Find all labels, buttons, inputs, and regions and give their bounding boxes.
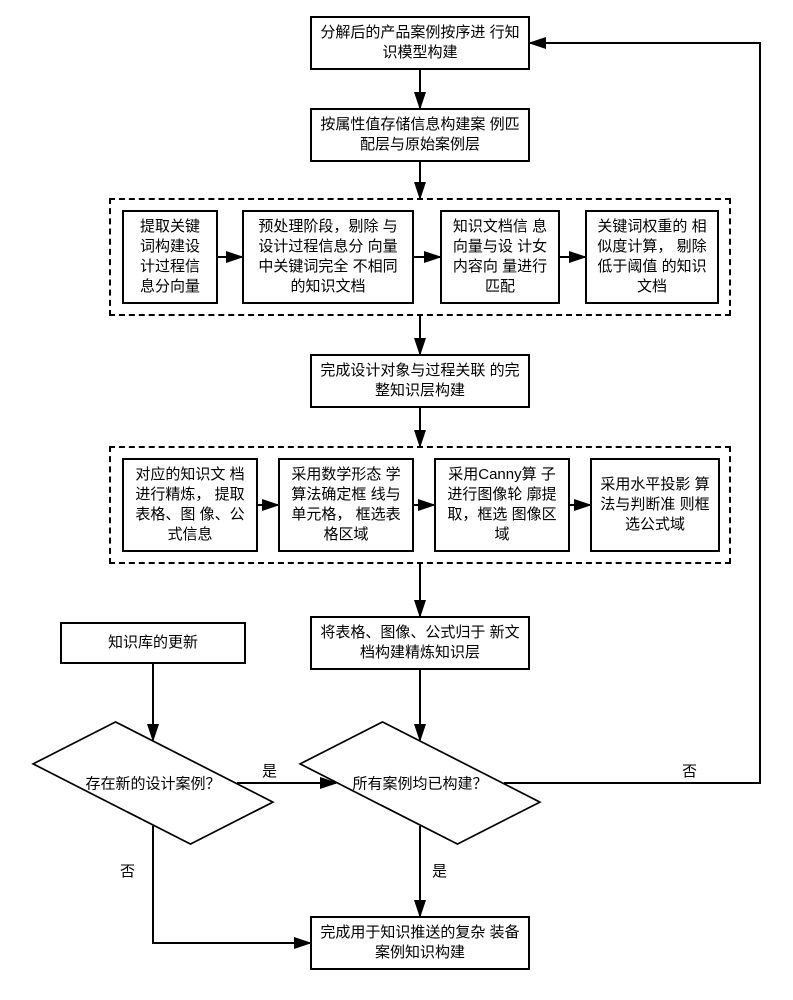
node-g2d: 采用水平投影 算法与判断准 则框选公式域 xyxy=(590,458,720,552)
node-n1: 分解后的产品案例按序进 行知识模型构建 xyxy=(310,16,530,70)
decision-d2: 所有案例均已构建？ xyxy=(335,738,505,828)
node-n2: 按属性值存储信息构建案 例匹配层与原始案例层 xyxy=(310,108,530,162)
node-g1b-text: 预处理阶段，剔除 与设计过程信息分 向量中关键词完全 不相同的知识文档 xyxy=(252,217,404,298)
label-d2-yes: 是 xyxy=(430,860,449,881)
decision-d1: 存在新的设计案例？ xyxy=(68,738,238,828)
decision-d1-text: 存在新的设计案例？ xyxy=(68,773,238,794)
node-g1c: 知识文档信 息向量与设 计女内容向 量进行匹配 xyxy=(440,210,560,304)
node-g1d-text: 关键词权重的 相似度计算， 剔除低于阈值 的知识文档 xyxy=(595,217,709,298)
node-n5-text: 知识库的更新 xyxy=(108,633,198,653)
node-g1b: 预处理阶段，剔除 与设计过程信息分 向量中关键词完全 不相同的知识文档 xyxy=(242,210,414,304)
node-g1d: 关键词权重的 相似度计算， 剔除低于阈值 的知识文档 xyxy=(585,210,719,304)
node-g1a-text: 提取关键 词构建设 计过程信 息分向量 xyxy=(132,217,208,298)
node-n2-text: 按属性值存储信息构建案 例匹配层与原始案例层 xyxy=(320,115,520,156)
node-g2a-text: 对应的知识文 档进行精炼， 提取表格、图 像、公式信息 xyxy=(132,465,248,546)
node-g2b-text: 采用数学形态 学算法确定框 线与单元格， 框选表格区域 xyxy=(288,465,404,546)
node-g2a: 对应的知识文 档进行精炼， 提取表格、图 像、公式信息 xyxy=(122,458,258,552)
node-n4: 将表格、图像、公式归于 新文档构建精炼知识层 xyxy=(310,616,530,670)
node-g1c-text: 知识文档信 息向量与设 计女内容向 量进行匹配 xyxy=(450,217,550,298)
label-d1-yes: 是 xyxy=(260,760,279,781)
node-n1-text: 分解后的产品案例按序进 行知识模型构建 xyxy=(320,23,520,64)
node-n5: 知识库的更新 xyxy=(60,622,246,664)
node-g1a: 提取关键 词构建设 计过程信 息分向量 xyxy=(122,210,218,304)
node-n3-text: 完成设计对象与过程关联 的完整知识层构建 xyxy=(320,361,520,402)
node-g2c-text: 采用Canny算 子进行图像轮 廓提取，框选 图像区域 xyxy=(444,465,560,546)
node-n4-text: 将表格、图像、公式归于 新文档构建精炼知识层 xyxy=(320,623,520,664)
node-g2b: 采用数学形态 学算法确定框 线与单元格， 框选表格区域 xyxy=(278,458,414,552)
label-d1-no: 否 xyxy=(118,860,137,881)
node-n6: 完成用于知识推送的复杂 装备案例知识构建 xyxy=(310,916,530,970)
decision-d2-text: 所有案例均已构建？ xyxy=(335,773,505,794)
node-g2d-text: 采用水平投影 算法与判断准 则框选公式域 xyxy=(600,475,710,536)
node-g2c: 采用Canny算 子进行图像轮 廓提取，框选 图像区域 xyxy=(434,458,570,552)
label-d2-no: 否 xyxy=(680,760,699,781)
node-n6-text: 完成用于知识推送的复杂 装备案例知识构建 xyxy=(320,923,520,964)
node-n3: 完成设计对象与过程关联 的完整知识层构建 xyxy=(310,354,530,408)
